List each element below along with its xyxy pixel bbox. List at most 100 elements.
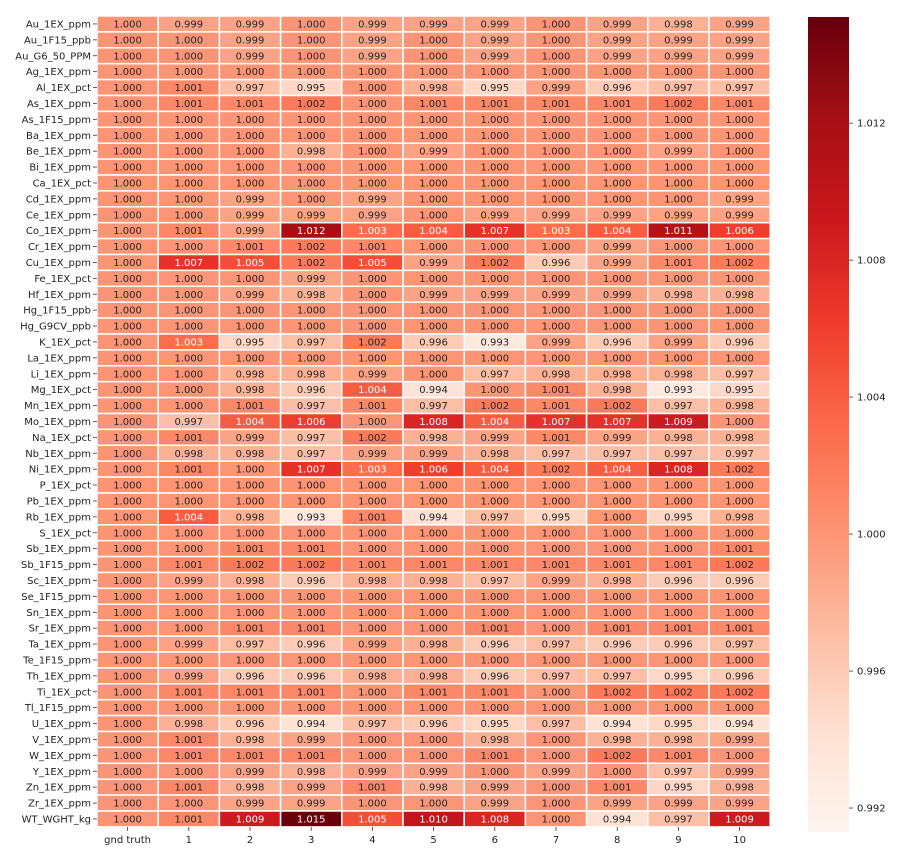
cell-value-label: 1.000 [725, 147, 754, 158]
cell-value-label: 0.996 [603, 337, 632, 348]
cell-value-label: 1.000 [297, 528, 326, 539]
cell-value-label: 1.001 [603, 783, 632, 794]
cell-value-label: 1.000 [113, 83, 142, 94]
cell-value-label: 1.000 [480, 163, 509, 174]
cell-value-label: 0.998 [297, 369, 326, 380]
row-label: As_1F15_ppm [22, 115, 91, 126]
cell-value-label: 0.999 [236, 35, 265, 46]
cell-value-label: 0.999 [664, 210, 693, 221]
cell-value-label: 0.997 [725, 83, 754, 94]
cell-value-label: 0.998 [480, 735, 509, 746]
cell-value-label: 1.000 [113, 433, 142, 444]
cell-value-label: 0.998 [542, 369, 571, 380]
cell-value-label: 1.000 [113, 99, 142, 110]
cell-value-label: 0.999 [174, 640, 203, 651]
cell-value-label: 1.000 [542, 131, 571, 142]
cell-value-label: 0.999 [725, 51, 754, 62]
cell-value-label: 0.996 [236, 671, 265, 682]
cell-value-label: 1.001 [542, 560, 571, 571]
cell-value-label: 1.002 [603, 751, 632, 762]
cell-value-label: 1.000 [358, 83, 387, 94]
cell-value-label: 0.995 [664, 719, 693, 730]
row-label: Rb_1EX_ppm [26, 512, 91, 523]
cell-value-label: 0.998 [419, 671, 448, 682]
cell-value-label: 1.000 [174, 369, 203, 380]
cell-value-label: 0.999 [542, 83, 571, 94]
cell-value-label: 1.000 [725, 592, 754, 603]
cell-value-label: 1.001 [480, 751, 509, 762]
cell-value-label: 0.997 [664, 767, 693, 778]
cell-value-label: 1.004 [480, 465, 509, 476]
cell-value-label: 0.999 [236, 226, 265, 237]
cell-value-label: 1.000 [725, 322, 754, 333]
cell-value-label: 1.000 [480, 194, 509, 205]
row-label: Zn_1EX_ppm [26, 783, 91, 794]
cell-value-label: 1.000 [358, 608, 387, 619]
cell-value-label: 1.002 [603, 687, 632, 698]
cell-value-label: 1.000 [542, 353, 571, 364]
cell-value-label: 1.000 [725, 67, 754, 78]
cell-value-label: 1.000 [174, 131, 203, 142]
cell-value-label: 1.000 [297, 194, 326, 205]
cell-value-label: 0.999 [419, 147, 448, 158]
cell-value-label: 1.000 [542, 306, 571, 317]
cell-value-label: 1.008 [480, 814, 509, 825]
cell-value-label: 1.000 [603, 767, 632, 778]
cell-value-label: 1.000 [603, 115, 632, 126]
cell-value-label: 0.996 [480, 640, 509, 651]
cell-value-label: 1.000 [236, 528, 265, 539]
cell-value-label: 1.000 [358, 99, 387, 110]
cell-value-label: 0.998 [725, 290, 754, 301]
cell-value-label: 1.002 [297, 242, 326, 253]
row-label: Sc_1EX_ppm [27, 576, 91, 587]
cell-value-label: 1.000 [664, 481, 693, 492]
cell-value-label: 1.000 [113, 449, 142, 460]
cell-value-label: 0.998 [725, 512, 754, 523]
cell-value-label: 0.999 [603, 19, 632, 30]
cell-value-label: 0.998 [725, 401, 754, 412]
cell-value-label: 0.998 [236, 512, 265, 523]
cell-value-label: 1.002 [358, 433, 387, 444]
cell-value-label: 0.996 [542, 258, 571, 269]
cell-value-label: 1.000 [725, 115, 754, 126]
cell-value-label: 1.015 [297, 814, 326, 825]
cell-value-label: 1.000 [236, 131, 265, 142]
cell-value-label: 1.000 [113, 465, 142, 476]
cell-value-label: 0.999 [419, 767, 448, 778]
cell-value-label: 0.999 [542, 767, 571, 778]
cell-value-label: 0.998 [480, 449, 509, 460]
cell-value-label: 1.000 [113, 687, 142, 698]
cell-value-label: 1.000 [480, 274, 509, 285]
cell-value-label: 1.000 [174, 163, 203, 174]
cell-value-label: 0.997 [664, 83, 693, 94]
cell-value-label: 1.001 [174, 814, 203, 825]
colorbar-tick-label: 1.012 [857, 119, 886, 130]
cell-value-label: 1.000 [236, 703, 265, 714]
cell-value-label: 1.000 [664, 306, 693, 317]
row-label: Mg_1EX_pct [31, 385, 91, 396]
cell-value-label: 1.001 [419, 687, 448, 698]
cell-value-label: 1.001 [236, 99, 265, 110]
cell-value-label: 0.998 [603, 385, 632, 396]
cell-value-label: 0.999 [480, 210, 509, 221]
cell-value-label: 1.000 [603, 274, 632, 285]
cell-value-label: 1.000 [297, 703, 326, 714]
cell-value-label: 1.000 [113, 353, 142, 364]
cell-value-label: 1.001 [725, 544, 754, 555]
cell-value-label: 1.001 [358, 401, 387, 412]
cell-value-label: 1.001 [174, 560, 203, 571]
cell-value-label: 0.999 [542, 210, 571, 221]
cell-value-label: 1.000 [174, 35, 203, 46]
row-label: Ti_1EX_pct [36, 687, 91, 698]
cell-value-label: 1.002 [297, 258, 326, 269]
cell-value-label: 1.000 [358, 687, 387, 698]
row-label: Mo_1EX_ppm [24, 417, 91, 428]
cell-value-label: 1.000 [113, 799, 142, 810]
cell-value-label: 0.998 [236, 385, 265, 396]
colorbar-tick-label: 1.008 [857, 256, 886, 267]
cell-value-label: 1.007 [480, 226, 509, 237]
row-label: Ag_1EX_ppm [26, 67, 91, 78]
column-label: 9 [675, 835, 681, 846]
cell-value-label: 0.999 [664, 337, 693, 348]
cell-value-label: 1.000 [603, 178, 632, 189]
